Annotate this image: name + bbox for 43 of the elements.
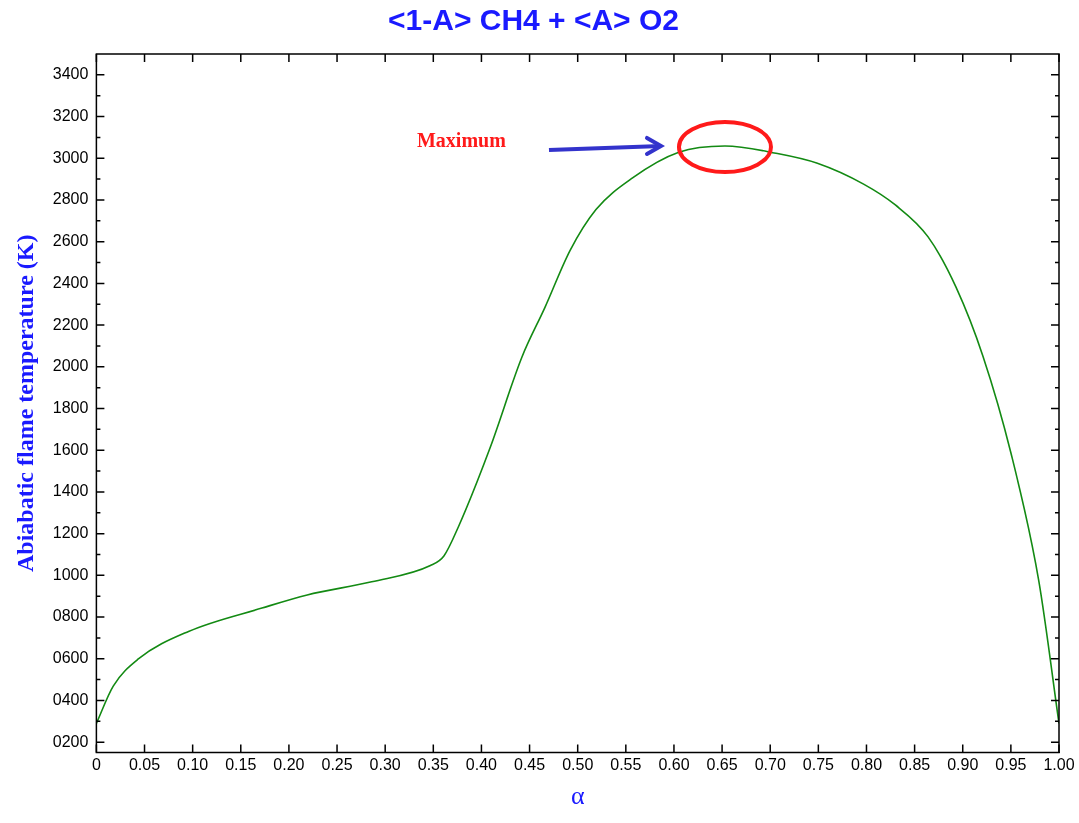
y-tick-label: 1400 [52, 482, 89, 500]
annotation: Maximum [416, 129, 507, 152]
y-tick-label: 1800 [52, 398, 89, 416]
x-tick-label: 0.85 [899, 755, 931, 773]
x-tick-label: 0.80 [850, 755, 883, 773]
y-tick-label: 0400 [52, 690, 89, 708]
chart-title: <1-A> CH4 + <A> O2 [388, 3, 679, 37]
x-tick-label: 0.05 [128, 755, 161, 773]
x-axis-title: α [570, 781, 585, 811]
y-tick-label: 2600 [52, 232, 89, 250]
x-tick-label: 0.30 [369, 755, 401, 773]
y-tick-label: 0600 [52, 649, 89, 667]
y-tick-label: 1200 [52, 524, 89, 542]
x-tick-label: 0.35 [417, 755, 449, 773]
x-tick-label: 0.90 [947, 755, 979, 773]
y-axis-title: Abiabatic flame temperature (K) [11, 234, 38, 573]
x-tick-label: 0.45 [514, 755, 546, 773]
x-tick-label: 0.40 [465, 755, 498, 773]
y-tick-label: 0200 [52, 732, 89, 750]
y-tick-label: 3200 [52, 106, 89, 124]
x-tick-label: 0.55 [610, 755, 642, 773]
line-series [96, 145, 1059, 725]
x-tick-label: 0.10 [177, 755, 209, 773]
x-tick-label: 0.15 [225, 755, 257, 773]
x-tick-label: 0.20 [273, 755, 305, 773]
y-tick-label: 0800 [52, 607, 89, 625]
x-tick-label: 0.25 [321, 755, 353, 773]
y-tick-label: 2400 [52, 273, 89, 291]
x-tick-label: 0.95 [995, 755, 1027, 773]
y-tick-label: 3400 [52, 65, 89, 83]
x-tick-label: 0.65 [706, 755, 738, 773]
x-tick-label: 0.60 [658, 755, 690, 773]
y-tick-label: 2800 [52, 190, 89, 208]
x-tick-label: 0.75 [802, 755, 835, 773]
y-tick-label: 2200 [52, 315, 89, 333]
x-tick-label: 0.70 [754, 755, 786, 773]
y-tick-label: 3000 [52, 148, 89, 166]
x-tick-label: 0 [91, 755, 101, 773]
x-tick-label: 1.00 [1043, 755, 1075, 773]
y-tick-label: 1600 [52, 440, 89, 458]
x-tick-label: 0.50 [562, 755, 594, 773]
y-tick-label: 1000 [52, 565, 89, 583]
y-tick-label: 2000 [52, 357, 89, 375]
